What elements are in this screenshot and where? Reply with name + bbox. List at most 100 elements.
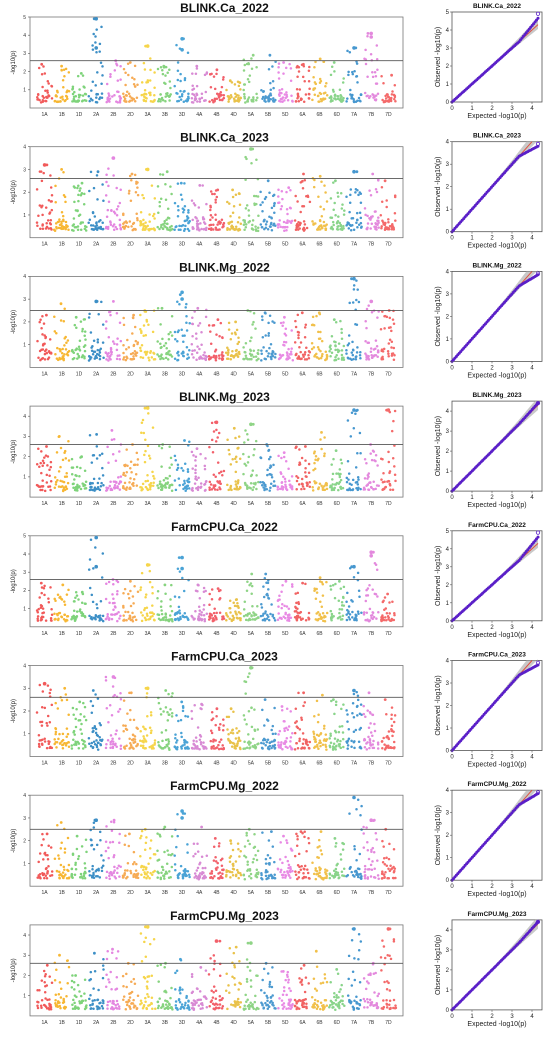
snp-point — [374, 94, 378, 97]
snp-point — [146, 473, 149, 477]
snp-point — [215, 72, 218, 76]
snp-point — [246, 487, 249, 490]
snp-point — [83, 192, 86, 196]
snp-point — [161, 173, 165, 176]
snp-point — [84, 338, 87, 341]
snp-point — [364, 213, 367, 217]
snp-point — [212, 473, 216, 476]
snp-point — [229, 731, 233, 734]
snp-point — [219, 482, 222, 485]
snp-point — [99, 743, 102, 746]
snp-point — [113, 875, 116, 878]
snp-point — [67, 745, 71, 749]
snp-point — [387, 352, 390, 356]
snp-point — [83, 344, 87, 347]
snp-point — [80, 192, 84, 195]
snp-point — [359, 93, 363, 97]
snp-point — [81, 327, 84, 331]
snp-point — [333, 94, 337, 97]
snp-point — [173, 613, 177, 617]
snp-peak-point — [367, 691, 371, 695]
snp-point — [116, 79, 120, 82]
snp-point — [230, 332, 234, 335]
snp-point — [311, 315, 315, 319]
snp-point — [222, 75, 225, 79]
snp-point — [266, 738, 270, 742]
snp-point — [191, 88, 194, 91]
chromosome-2a — [87, 170, 105, 231]
chromosome-5d — [276, 186, 294, 232]
snp-point — [91, 454, 95, 457]
snp-point — [113, 484, 117, 487]
snp-point — [250, 592, 253, 595]
snp-point — [210, 614, 214, 617]
snp-point — [347, 610, 350, 613]
snp-point — [106, 225, 110, 229]
snp-point — [204, 457, 207, 460]
snp-point — [71, 482, 75, 486]
snp-point — [128, 747, 131, 750]
chromosome-label: 2B — [110, 501, 117, 507]
snp-point — [76, 228, 80, 231]
snp-point — [307, 471, 311, 475]
snp-point — [128, 614, 132, 618]
snp-point — [285, 208, 289, 211]
significant-snp — [180, 290, 184, 295]
snp-point — [283, 99, 286, 102]
snp-point — [78, 609, 82, 613]
snp-point — [357, 478, 360, 481]
snp-point — [156, 67, 160, 71]
snp-point — [35, 221, 39, 224]
snp-point — [268, 744, 272, 748]
snp-point — [156, 307, 160, 310]
snp-point — [215, 97, 219, 100]
snp-point — [118, 480, 122, 483]
snp-point — [236, 740, 240, 743]
snp-point — [197, 616, 200, 620]
snp-point — [330, 488, 334, 492]
snp-point — [63, 225, 66, 229]
snp-point — [96, 615, 100, 619]
snp-point — [181, 469, 185, 472]
snp-point — [49, 218, 53, 222]
snp-point — [105, 173, 108, 177]
snp-point — [219, 94, 223, 97]
snp-point — [324, 733, 328, 736]
snp-point — [61, 98, 65, 101]
snp-point — [380, 348, 384, 351]
snp-point — [261, 209, 264, 213]
snp-point — [266, 354, 270, 358]
snp-point — [243, 63, 247, 67]
snp-point — [282, 72, 285, 75]
snp-point — [48, 691, 52, 695]
snp-point — [288, 745, 292, 748]
snp-point — [233, 487, 236, 491]
snp-point — [392, 228, 396, 231]
snp-point — [84, 480, 88, 483]
snp-point — [136, 186, 139, 189]
chromosome-label: 2A — [93, 112, 100, 118]
snp-point — [200, 611, 203, 614]
snp-peak-point — [195, 447, 199, 450]
snp-point — [203, 99, 206, 102]
snp-point — [301, 75, 305, 79]
snp-point — [230, 226, 234, 230]
snp-point — [286, 219, 289, 222]
snp-point — [317, 337, 321, 340]
snp-point — [178, 570, 182, 573]
snp-point — [250, 336, 253, 339]
chromosome-label: 2D — [127, 631, 134, 637]
snp-point — [166, 207, 170, 211]
snp-point — [104, 849, 108, 853]
snp-point — [380, 200, 384, 203]
snp-point — [160, 465, 163, 468]
snp-point — [165, 218, 168, 221]
snp-point — [271, 614, 274, 618]
snp-point — [105, 825, 108, 828]
snp-point — [79, 93, 82, 97]
snp-point — [114, 606, 117, 609]
snp-point — [130, 96, 133, 100]
snp-point — [183, 182, 186, 185]
snp-point — [342, 96, 345, 100]
